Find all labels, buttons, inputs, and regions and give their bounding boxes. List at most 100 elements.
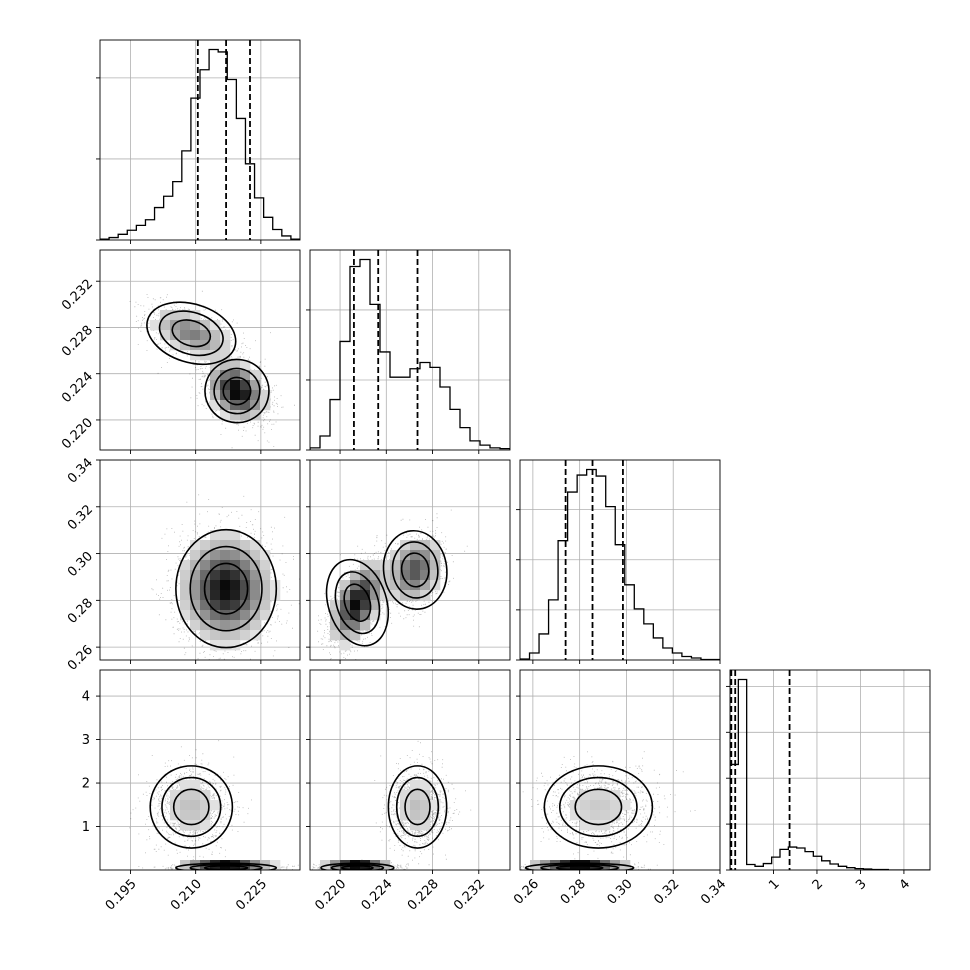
density-cell xyxy=(420,580,431,591)
density-cell xyxy=(230,580,241,591)
density-cell xyxy=(270,580,281,591)
density-cell xyxy=(190,310,201,321)
contour-line xyxy=(334,571,381,635)
density-cell xyxy=(190,800,201,811)
density-cell xyxy=(250,570,261,581)
density-cell xyxy=(190,780,201,791)
density-cell xyxy=(420,820,431,831)
panel-frame-3-2 xyxy=(519,669,721,871)
density-cell xyxy=(350,590,361,601)
contour-line xyxy=(175,862,278,870)
density-cell xyxy=(200,810,211,821)
grid-layer xyxy=(100,40,930,870)
density-cell xyxy=(260,570,271,581)
x-tick-label: 0.32 xyxy=(651,877,682,908)
density-cell xyxy=(390,590,401,601)
density-cell xyxy=(260,610,271,621)
density-cell xyxy=(250,580,261,591)
density-cell xyxy=(160,310,171,321)
density-cell xyxy=(240,590,251,601)
density-cell xyxy=(240,630,251,641)
density-cell xyxy=(210,360,221,371)
density-cell xyxy=(240,410,251,421)
density-cell xyxy=(160,320,171,331)
grid-2-2 xyxy=(520,460,720,660)
contour-line xyxy=(320,862,395,870)
density-cell xyxy=(360,580,371,591)
y-tick-label: 1 xyxy=(82,820,90,835)
contour-line xyxy=(146,301,237,366)
density-cell xyxy=(210,370,221,381)
x-tick-label: 0.30 xyxy=(605,877,636,908)
density-cell xyxy=(170,340,181,351)
density-cell xyxy=(190,560,201,571)
density-cell xyxy=(390,570,401,581)
density-cell xyxy=(600,810,611,821)
histogram-2 xyxy=(520,460,720,660)
contour-line xyxy=(213,367,261,415)
contours-3-2 xyxy=(524,765,654,870)
density-cell xyxy=(420,780,431,791)
contour-line xyxy=(161,776,222,838)
density-cell xyxy=(170,800,181,811)
density-cell xyxy=(180,560,191,571)
panel-frame-1-1 xyxy=(309,249,511,451)
density-cell xyxy=(240,390,251,401)
density-cell xyxy=(410,540,421,551)
histogram-1 xyxy=(310,250,510,450)
density-cell xyxy=(430,800,441,811)
contour-line xyxy=(387,765,448,849)
density-cell xyxy=(220,350,231,361)
density-cell xyxy=(370,590,381,601)
density-cell xyxy=(230,630,241,641)
histogram-step xyxy=(100,48,300,240)
x-tick-label: 0.224 xyxy=(359,877,396,914)
panel-frame-2-1 xyxy=(309,459,511,661)
y-tick-label: 0.28 xyxy=(65,596,96,627)
density-cell xyxy=(210,340,221,351)
x-tick-label: 0.228 xyxy=(405,877,442,914)
y-tick-label: 0.224 xyxy=(59,369,96,406)
contour-line xyxy=(574,788,623,826)
density-cell xyxy=(420,810,431,821)
density-cell xyxy=(220,610,231,621)
density-cell xyxy=(430,540,441,551)
density-cell xyxy=(230,540,241,551)
density-cell xyxy=(230,610,241,621)
density-cell xyxy=(570,810,581,821)
density-cell xyxy=(220,600,231,611)
density-cell xyxy=(250,610,261,621)
density-cell xyxy=(330,610,341,621)
density-cell xyxy=(220,570,231,581)
histogram-step xyxy=(730,678,930,870)
density-cell xyxy=(340,580,351,591)
density-cell xyxy=(240,540,251,551)
density-cell xyxy=(240,550,251,561)
density-cell xyxy=(180,340,191,351)
density-cell xyxy=(220,560,231,571)
density-cell xyxy=(240,560,251,571)
density-cell xyxy=(170,790,181,801)
density-cell xyxy=(180,570,191,581)
contour-line xyxy=(175,528,278,649)
density-cell xyxy=(210,580,221,591)
density-cell xyxy=(250,620,261,631)
density-cell xyxy=(210,600,221,611)
density-cell xyxy=(210,350,221,361)
density-cell xyxy=(360,620,371,631)
contours-3-0 xyxy=(149,765,278,870)
panel-frame-2-0 xyxy=(99,459,301,661)
density-cell xyxy=(180,820,191,831)
density-cell xyxy=(180,780,191,791)
density-cell xyxy=(430,550,441,561)
histogram-layer xyxy=(100,40,930,870)
density-cell xyxy=(410,810,421,821)
histogram-0 xyxy=(100,40,300,240)
density-cell xyxy=(360,570,371,581)
contour-line xyxy=(524,862,635,870)
density-cell xyxy=(240,360,251,371)
x-tick-label: 0.232 xyxy=(451,877,488,914)
density-cell xyxy=(260,390,271,401)
density-cell xyxy=(210,560,221,571)
density-cell xyxy=(260,550,271,561)
